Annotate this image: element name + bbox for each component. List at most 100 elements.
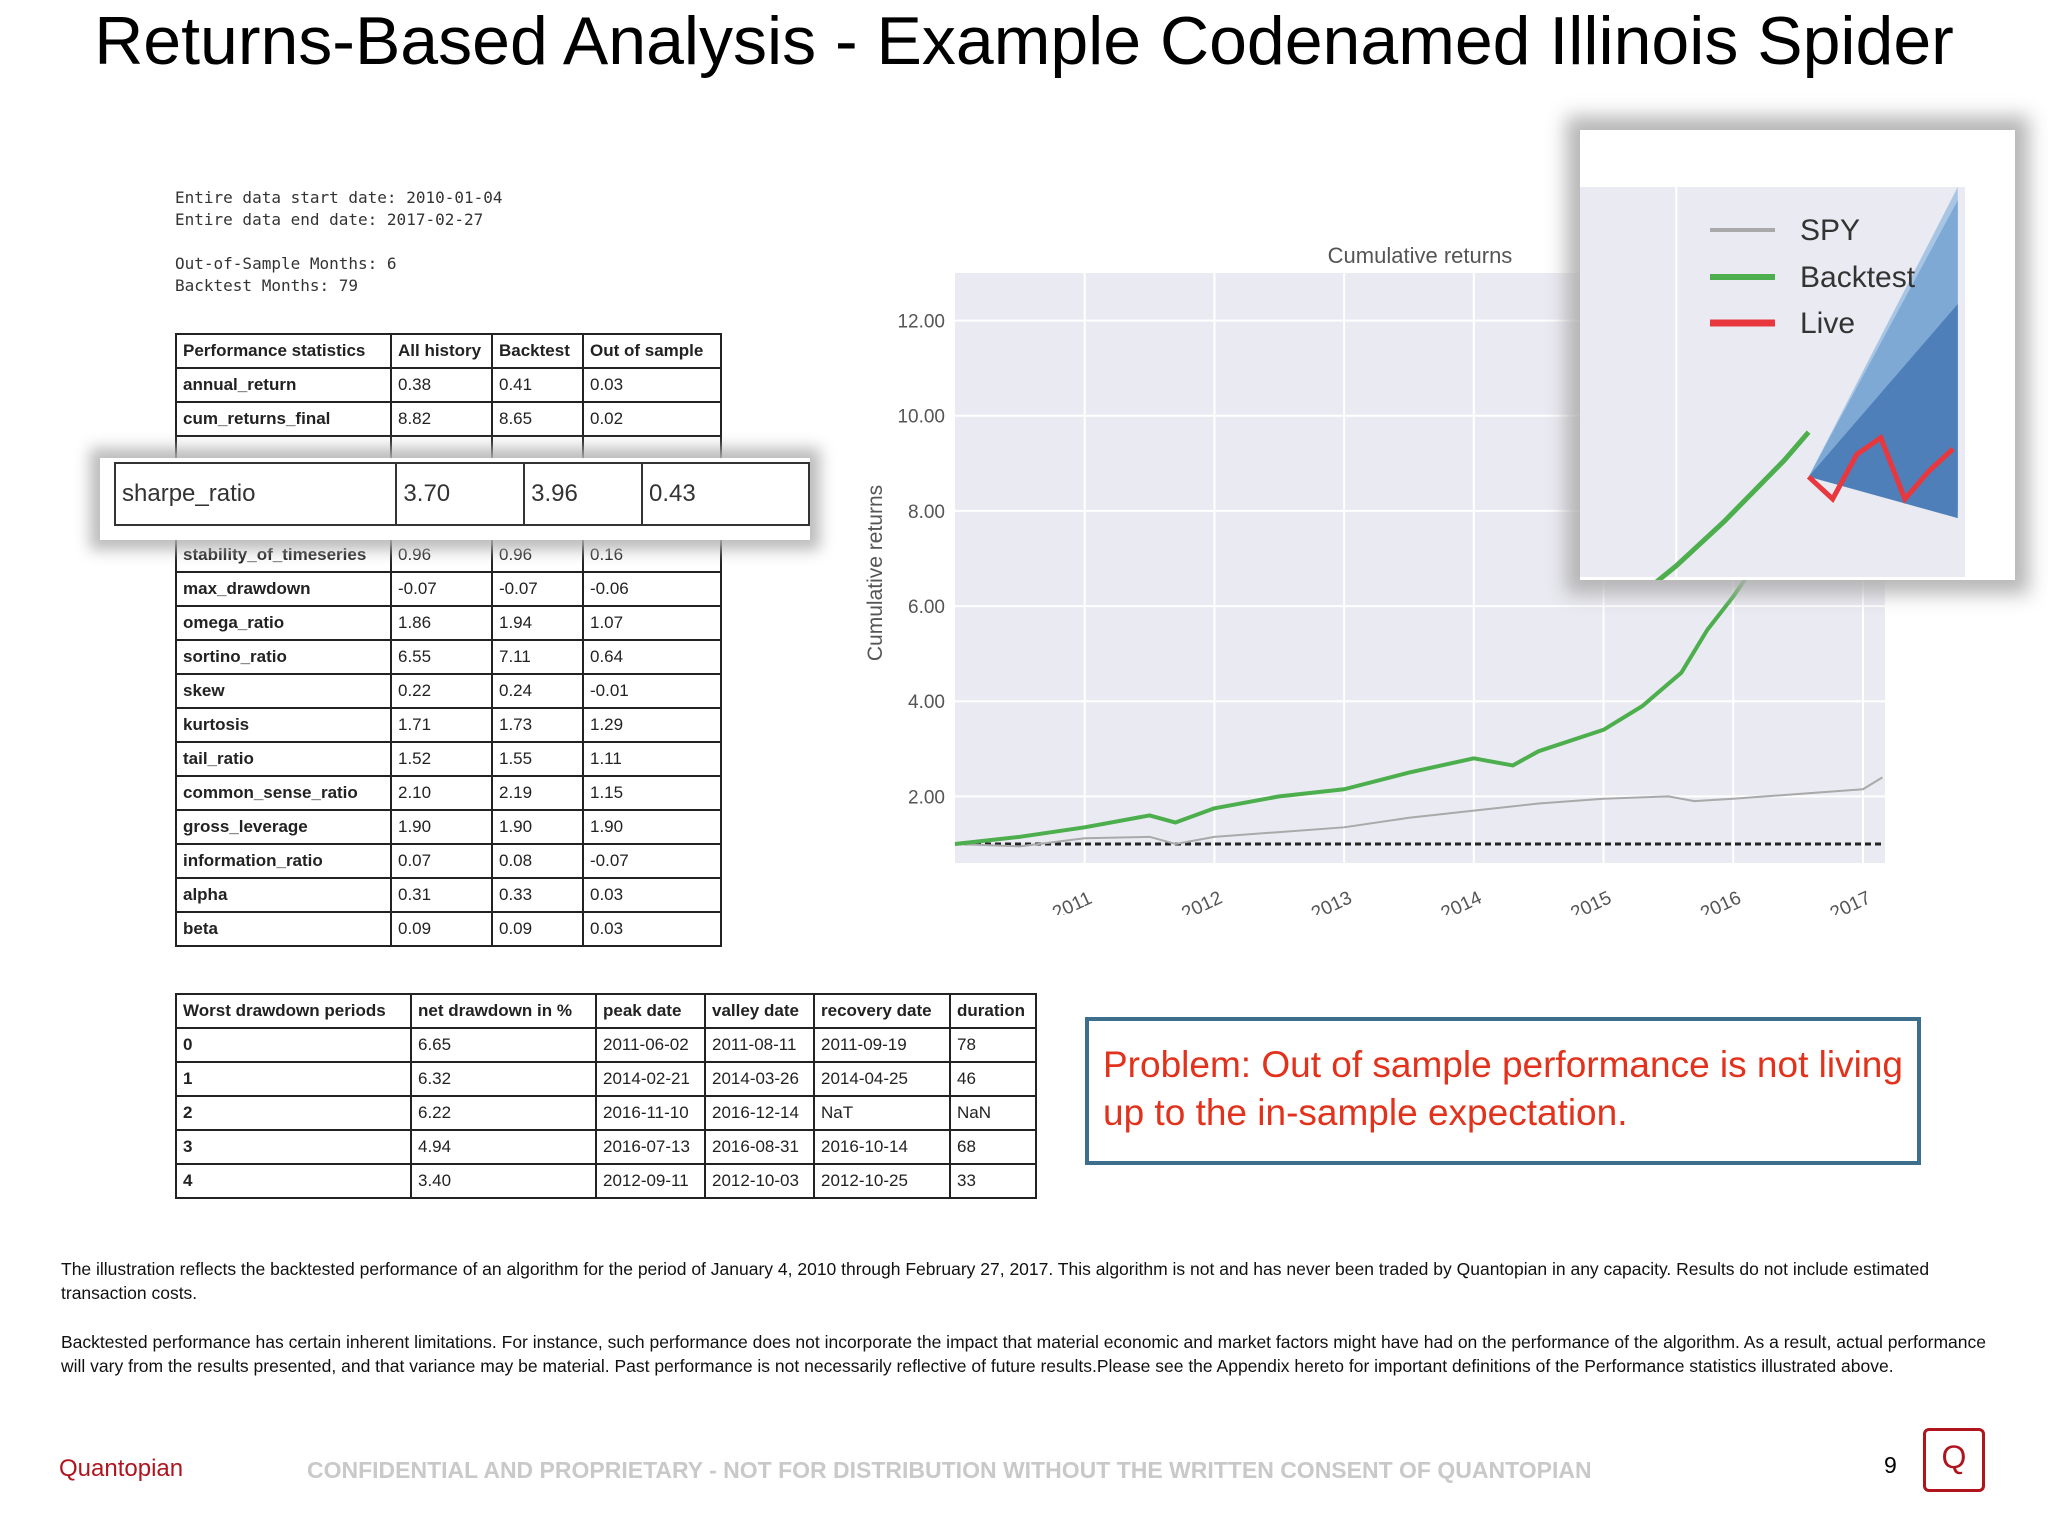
perf-header-cell: All history	[390, 333, 493, 369]
y-tick-label: 12.00	[897, 312, 945, 333]
chart-title: Cumulative returns	[1328, 243, 1513, 268]
drawdown-cell: 2014-03-26	[704, 1061, 815, 1097]
disclaimer-2: Backtested performance has certain inher…	[61, 1332, 1987, 1376]
legend-spy: SPY	[1710, 214, 1860, 247]
perf-value: 1.71	[390, 707, 493, 743]
sharpe-backtest: 3.96	[523, 462, 644, 526]
drawdown-cell: 1	[175, 1061, 412, 1097]
perf-row: kurtosis 1.71 1.73 1.29	[175, 707, 722, 743]
perf-metric-name: skew	[175, 673, 392, 709]
drawdown-cell: 2016-08-31	[704, 1129, 815, 1165]
perf-value: 0.03	[582, 911, 722, 947]
perf-metric-name: alpha	[175, 877, 392, 913]
x-tick-label: 2017	[1827, 888, 1874, 915]
perf-metric-name: max_drawdown	[175, 571, 392, 607]
perf-metric-name: common_sense_ratio	[175, 775, 392, 811]
perf-row: annual_return 0.38 0.41 0.03	[175, 367, 722, 403]
perf-value: 1.94	[491, 605, 584, 641]
perf-metric-name: information_ratio	[175, 843, 392, 879]
performance-table: Performance statistics All history Backtes…	[175, 333, 722, 947]
perf-value: -0.07	[491, 571, 584, 607]
perf-row: common_sense_ratio 2.10 2.19 1.15	[175, 775, 722, 811]
perf-value: 0.33	[491, 877, 584, 913]
perf-metric-name: gross_leverage	[175, 809, 392, 845]
drawdown-header-cell: Worst drawdown periods	[175, 993, 412, 1029]
x-tick-label: 2011	[1049, 888, 1095, 915]
drawdown-cell: 46	[949, 1061, 1037, 1097]
drawdown-row: 3 4.94 2016-07-13 2016-08-31 2016-10-14 68	[175, 1129, 1037, 1165]
oos-months-text: Out-of-Sample Months: 6	[175, 254, 397, 273]
y-tick-label: 8.00	[908, 502, 945, 523]
perf-value: -0.07	[390, 571, 493, 607]
x-tick-label: 2015	[1568, 888, 1615, 915]
perf-value: 0.96	[390, 537, 493, 573]
perf-value: 1.11	[582, 741, 722, 777]
start-date-text: Entire data start date: 2010-01-04	[175, 188, 503, 207]
legend-spy-label: SPY	[1800, 214, 1860, 247]
perf-row: sortino_ratio 6.55 7.11 0.64	[175, 639, 722, 675]
perf-value: 1.07	[582, 605, 722, 641]
perf-value: -0.01	[582, 673, 722, 709]
drawdown-cell: 0	[175, 1027, 412, 1063]
legend-inset: SPY Backtest Live	[1578, 130, 2015, 657]
drawdown-cell: 68	[949, 1129, 1037, 1165]
perf-value: 0.16	[582, 537, 722, 573]
drawdown-cell: 6.32	[410, 1061, 597, 1097]
drawdown-cell: 78	[949, 1027, 1037, 1063]
perf-value: 0.96	[491, 537, 584, 573]
perf-value: 0.41	[491, 367, 584, 403]
drawdown-header-cell: duration	[949, 993, 1037, 1029]
perf-value: 1.52	[390, 741, 493, 777]
perf-header-cell: Performance statistics	[175, 333, 392, 369]
perf-value: 0.64	[582, 639, 722, 675]
quantopian-logo: Q	[1923, 1428, 1985, 1492]
perf-row: information_ratio 0.07 0.08 -0.07	[175, 843, 722, 879]
sharpe-ratio-zoom: sharpe_ratio 3.70 3.96 0.43	[100, 458, 810, 540]
inset-series-live	[1806, 433, 1955, 504]
drawdown-header-cell: recovery date	[813, 993, 951, 1029]
perf-row: cum_returns_final 8.82 8.65 0.02	[175, 401, 722, 437]
page-number: 9	[1884, 1452, 1897, 1478]
drawdown-header-cell: valley date	[704, 993, 815, 1029]
perf-value: 1.15	[582, 775, 722, 811]
drawdown-cell: 2012-10-25	[813, 1163, 951, 1199]
drawdown-cell: 3.40	[410, 1163, 597, 1199]
drawdown-cell: NaN	[949, 1095, 1037, 1131]
drawdown-cell: 2012-09-11	[595, 1163, 706, 1199]
perf-value: -0.07	[582, 843, 722, 879]
drawdown-header-cell: peak date	[595, 993, 706, 1029]
drawdown-cell: 2011-08-11	[704, 1027, 815, 1063]
legend-backtest-label: Backtest	[1800, 261, 1916, 294]
end-date-text: Entire data end date: 2017-02-27	[175, 210, 484, 229]
perf-value: 1.90	[491, 809, 584, 845]
drawdown-cell: 2	[175, 1095, 412, 1131]
x-tick-label: 2016	[1697, 888, 1744, 915]
perf-row: skew 0.22 0.24 -0.01	[175, 673, 722, 709]
perf-row: gross_leverage 1.90 1.90 1.90	[175, 809, 722, 845]
perf-metric-name: beta	[175, 911, 392, 947]
drawdown-row: 0 6.65 2011-06-02 2011-08-11 2011-09-19 78	[175, 1027, 1037, 1063]
perf-value: 2.19	[491, 775, 584, 811]
perf-header-cell: Out of sample	[582, 333, 722, 369]
footer-confidential: CONFIDENTIAL AND PROPRIETARY - NOT FOR D…	[307, 1457, 1592, 1483]
x-tick-label: 2014	[1438, 887, 1486, 915]
drawdown-cell: 3	[175, 1129, 412, 1165]
drawdown-cell: 2016-12-14	[704, 1095, 815, 1131]
perf-value: 0.38	[390, 367, 493, 403]
perf-metric-name: omega_ratio	[175, 605, 392, 641]
y-tick-label: 6.00	[908, 597, 945, 618]
perf-metric-name: kurtosis	[175, 707, 392, 743]
perf-row: omega_ratio 1.86 1.94 1.07	[175, 605, 722, 641]
perf-value: 0.03	[582, 367, 722, 403]
legend-live-label: Live	[1800, 307, 1855, 340]
drawdown-cell: 2016-11-10	[595, 1095, 706, 1131]
perf-value: 0.31	[390, 877, 493, 913]
perf-header-row: Performance statistics All history Backtes…	[175, 333, 722, 369]
drawdown-cell: 2012-10-03	[704, 1163, 815, 1199]
perf-value: 8.65	[491, 401, 584, 437]
perf-value: 0.09	[390, 911, 493, 947]
drawdown-row: 2 6.22 2016-11-10 2016-12-14 NaT NaN	[175, 1095, 1037, 1131]
perf-value: 8.82	[390, 401, 493, 437]
drawdown-cell: 2011-06-02	[595, 1027, 706, 1063]
perf-value: 1.90	[390, 809, 493, 845]
